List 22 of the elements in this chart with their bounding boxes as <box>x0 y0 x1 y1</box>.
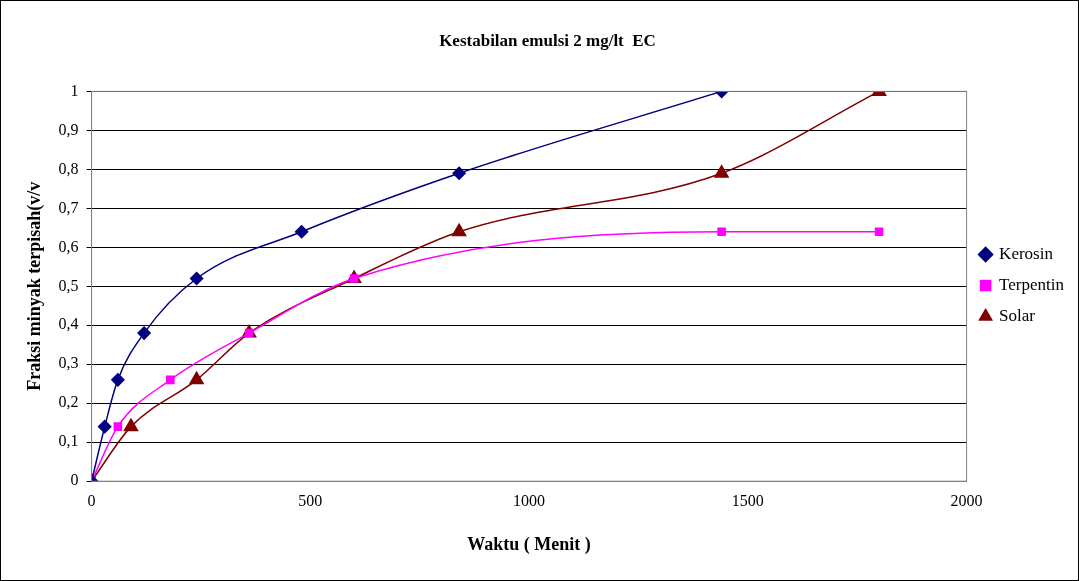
x-tick-label: 1500 <box>731 492 764 509</box>
y-tick-label: 0,1 <box>58 432 79 450</box>
y-tick-label: 0,5 <box>58 276 79 294</box>
y-tick-label: 0 <box>70 471 79 489</box>
x-tick-label: 500 <box>298 492 323 509</box>
y-tick-label: 0,3 <box>58 354 79 372</box>
x-tick-label: 0 <box>87 492 96 509</box>
y-tick-label: 0,7 <box>58 198 79 216</box>
y-axis-title: Fraksi minyak terpisah(v/v <box>24 181 46 391</box>
chart-title: Kestabilan emulsi 2 mg/lt EC <box>439 30 656 50</box>
x-tick-label: 1000 <box>513 492 546 509</box>
x-axis-title: Waktu ( Menit ) <box>467 533 591 555</box>
legend-label: Terpentin <box>999 274 1065 294</box>
y-tick-label: 1 <box>70 81 79 99</box>
y-tick-label: 0,6 <box>58 237 79 255</box>
y-tick-label: 0,9 <box>58 120 79 138</box>
legend-label: Solar <box>999 305 1036 325</box>
x-tick-label: 2000 <box>950 492 983 509</box>
legend-label: Kerosin <box>999 243 1054 263</box>
y-tick-label: 0,2 <box>58 393 79 411</box>
y-tick-label: 0,8 <box>58 159 79 177</box>
y-tick-label: 0,4 <box>58 315 79 333</box>
